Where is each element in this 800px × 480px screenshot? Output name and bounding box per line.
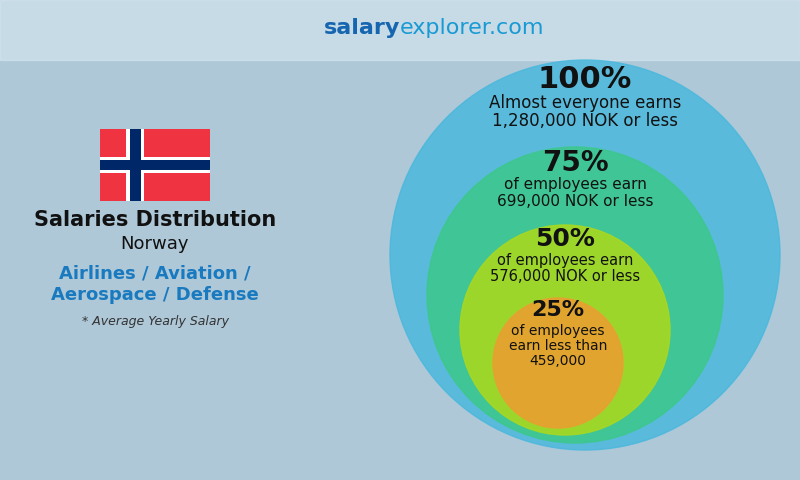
Bar: [130, 129, 141, 201]
Bar: [100, 129, 210, 201]
Text: Norway: Norway: [121, 235, 190, 253]
Text: Airlines / Aviation /
Aerospace / Defense: Airlines / Aviation / Aerospace / Defens…: [51, 265, 259, 304]
Text: Salaries Distribution: Salaries Distribution: [34, 210, 276, 230]
Text: 1,280,000 NOK or less: 1,280,000 NOK or less: [492, 112, 678, 130]
Text: 459,000: 459,000: [530, 354, 586, 368]
Text: 25%: 25%: [531, 300, 585, 320]
Text: of employees earn: of employees earn: [497, 253, 633, 268]
Text: Almost everyone earns: Almost everyone earns: [489, 94, 681, 112]
Text: 100%: 100%: [538, 65, 632, 94]
Text: earn less than: earn less than: [509, 339, 607, 353]
Text: 699,000 NOK or less: 699,000 NOK or less: [497, 194, 654, 209]
Text: of employees: of employees: [511, 324, 605, 338]
Text: of employees earn: of employees earn: [503, 177, 646, 192]
Bar: [100, 160, 210, 170]
Circle shape: [427, 147, 723, 443]
Circle shape: [390, 60, 780, 450]
Text: 75%: 75%: [542, 149, 608, 177]
Text: salary: salary: [324, 18, 400, 38]
Text: 576,000 NOK or less: 576,000 NOK or less: [490, 269, 640, 284]
Text: 50%: 50%: [535, 227, 595, 251]
Bar: [100, 157, 210, 173]
Text: explorer.com: explorer.com: [400, 18, 545, 38]
Bar: [0, 0, 800, 60]
Bar: [126, 129, 144, 201]
Text: * Average Yearly Salary: * Average Yearly Salary: [82, 315, 229, 328]
Circle shape: [493, 298, 623, 428]
Circle shape: [460, 225, 670, 435]
